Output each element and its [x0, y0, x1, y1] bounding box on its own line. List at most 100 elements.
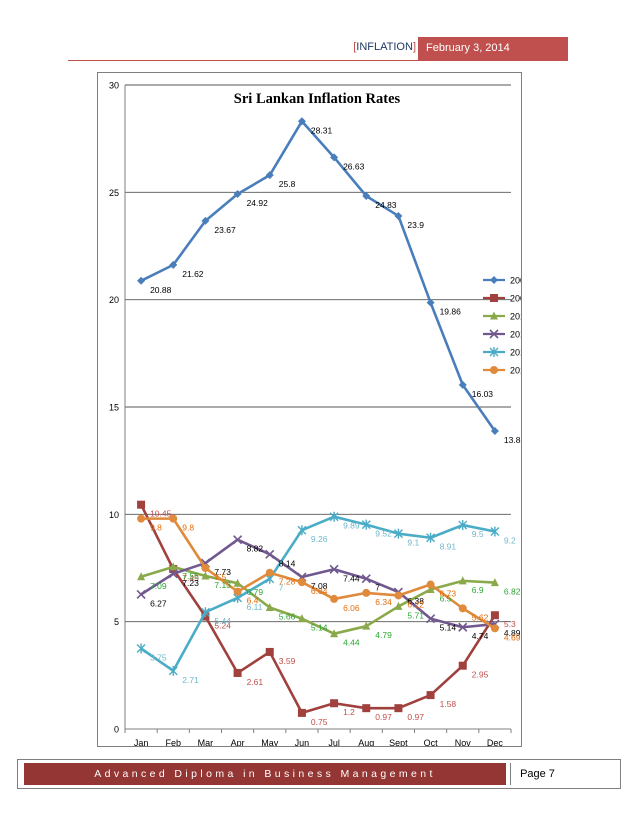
point-2012-jun	[297, 525, 307, 536]
point-2013-sept	[394, 591, 403, 600]
point-2013-jun	[297, 578, 306, 587]
data-label-2010-feb: 7.55	[182, 571, 199, 581]
chart-frame: 0 5 10 15 20 25 30 Jan Feb Mar Apr May Jun Jul Aug Sept…	[97, 72, 522, 747]
legend-label-2013: 2013	[510, 366, 521, 376]
header-bracket-open: [	[353, 41, 357, 53]
data-label-2013-jun: 6.84	[311, 586, 328, 596]
data-label-2011-apr: 8.82	[247, 544, 264, 554]
x-tick-label-jun: Jun	[295, 738, 310, 746]
footer-program-banner: Advanced Diploma in Business Management	[24, 763, 506, 785]
series-line-2012	[140, 515, 496, 673]
point-2009-oct	[426, 691, 435, 700]
data-label-2010-aug: 4.79	[375, 630, 392, 640]
footer-page-label: Page 7	[520, 768, 555, 780]
data-label-2008-aug: 24.83	[375, 200, 397, 210]
inflation-line-chart: 0 5 10 15 20 25 30 Jan Feb Mar Apr May Jun Jul Aug Sept…	[109, 81, 521, 747]
point-2011-jul	[329, 564, 339, 574]
data-label-2012-jul: 9.89	[343, 521, 360, 531]
point-2008-feb	[169, 260, 178, 269]
data-label-2013-apr: 6.4	[247, 596, 259, 606]
x-tick-label-feb: Feb	[165, 738, 181, 746]
point-2010-oct	[426, 584, 435, 593]
point-2010-nov	[458, 576, 467, 585]
data-label-2009-feb: 7.45	[182, 573, 199, 583]
data-label-2008-jan: 20.88	[150, 285, 172, 295]
point-2013-nov	[458, 604, 467, 613]
y-tick-label-0: 0	[114, 725, 119, 735]
legend-marker-2009	[490, 294, 498, 302]
data-label-2013-dec: 4.69	[504, 632, 521, 642]
legend-item-2009: 2009	[483, 294, 521, 304]
x-tick-label-may: May	[261, 738, 279, 746]
x-tick-label-nov: Nov	[455, 738, 472, 746]
point-2008-apr	[233, 190, 242, 199]
point-2013-oct	[426, 580, 435, 589]
point-2008-sept	[394, 211, 403, 220]
chart-title: Sri Lankan Inflation Rates	[234, 91, 401, 107]
y-tick-label-10: 10	[109, 510, 119, 520]
legend: 2008 2009 2010 2011 2012 2013	[483, 276, 521, 376]
legend-marker-2013	[490, 366, 498, 374]
data-label-2010-may: 5.66	[279, 611, 296, 621]
data-label-2010-jan: 7.09	[150, 581, 167, 591]
data-label-2010-apr: 6.79	[247, 587, 264, 597]
data-label-2008-jul: 26.63	[343, 161, 365, 171]
data-label-2009-jun: 0.75	[311, 717, 328, 727]
point-2010-mar	[201, 571, 210, 580]
data-label-2010-jul: 4.44	[343, 638, 360, 648]
point-2012-sept	[393, 528, 403, 539]
series-2012	[136, 511, 500, 676]
point-2011-jan	[136, 589, 146, 599]
legend-item-2010: 2010	[483, 311, 521, 322]
series-lines	[136, 117, 500, 717]
legend-item-2011: 2011	[483, 329, 521, 340]
y-tick-label-15: 15	[109, 403, 119, 413]
x-tick-label-jul: Jul	[328, 738, 340, 746]
data-label-2010-jun: 5.14	[311, 623, 328, 633]
legend-item-2012: 2012	[483, 347, 521, 358]
series-2011	[136, 535, 500, 632]
series-2013	[137, 514, 499, 633]
data-label-2011-jan: 6.27	[150, 598, 167, 608]
point-2010-may	[265, 602, 274, 611]
data-label-2012-may: 7	[279, 583, 284, 593]
data-label-2009-dec: 5.3	[504, 619, 516, 629]
point-2012-nov	[458, 520, 468, 531]
legend-marker-2010	[490, 311, 498, 320]
point-2012-mar	[200, 607, 210, 618]
point-2012-jan	[136, 643, 146, 654]
point-2010-dec	[490, 578, 499, 587]
data-label-2011-feb: 7.23	[182, 578, 199, 588]
header-section-label: INFLATION	[356, 41, 413, 53]
data-label-2011-dec: 4.89	[504, 628, 521, 638]
point-2010-jan	[137, 572, 146, 581]
y-tick-label-30: 30	[109, 81, 119, 91]
data-label-2011-mar: 7.73	[214, 567, 231, 577]
x-tick-label-dec: Dec	[487, 738, 504, 746]
header-section-title: [INFLATION]	[300, 41, 416, 53]
point-2011-may	[265, 549, 275, 559]
header-bracket-close: ]	[412, 41, 416, 53]
point-2009-jan	[137, 500, 146, 509]
point-2013-mar	[201, 564, 210, 572]
legend-label-2010: 2010	[510, 312, 521, 322]
point-2010-feb	[169, 562, 178, 571]
data-label-2013-jul: 6.06	[343, 603, 360, 613]
series-2008	[137, 117, 499, 436]
data-label-2009-jul: 1.2	[343, 707, 355, 717]
data-label-2008-apr: 24.92	[247, 198, 269, 208]
legend-marker-2012	[489, 347, 499, 357]
data-label-2013-feb: 9.8	[182, 523, 194, 533]
data-label-2010-dec: 6.82	[504, 587, 521, 597]
y-tick-label-25: 25	[109, 188, 119, 198]
data-label-2010-sept: 5.71	[407, 610, 424, 620]
point-2008-oct	[426, 298, 435, 307]
data-label-2012-mar: 5.44	[214, 616, 231, 626]
data-label-2009-mar: 5.24	[214, 621, 231, 631]
point-2012-oct	[426, 532, 436, 543]
gridlines	[125, 84, 511, 623]
y-tick-label-20: 20	[109, 295, 119, 305]
point-2011-nov	[458, 622, 468, 632]
point-2013-dec	[490, 624, 499, 633]
series-line-2009	[139, 504, 497, 715]
